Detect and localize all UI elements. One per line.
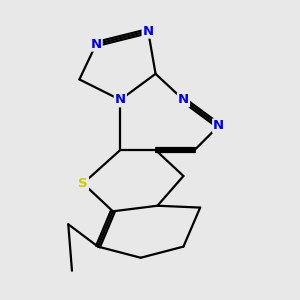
Text: S: S xyxy=(78,177,88,190)
Text: N: N xyxy=(115,93,126,106)
Text: N: N xyxy=(178,93,189,106)
Text: N: N xyxy=(213,119,224,132)
Text: N: N xyxy=(142,25,154,38)
Text: N: N xyxy=(91,38,102,51)
